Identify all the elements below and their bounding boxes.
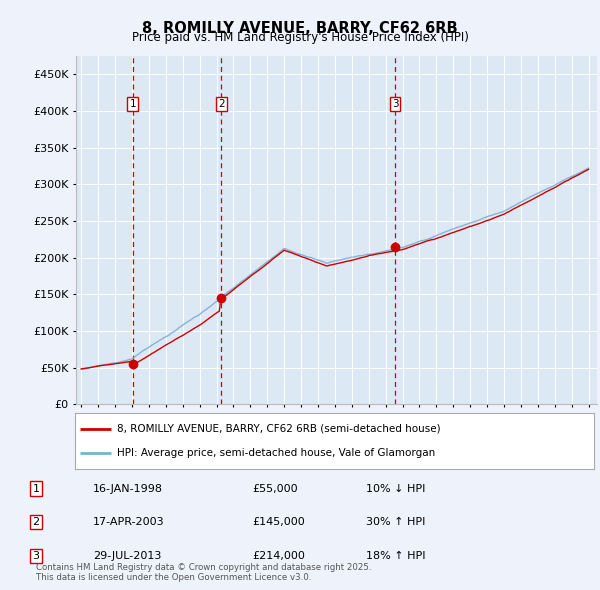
Text: 10% ↓ HPI: 10% ↓ HPI [366,484,425,493]
Text: 3: 3 [32,551,40,560]
Text: 3: 3 [392,99,398,109]
Text: HPI: Average price, semi-detached house, Vale of Glamorgan: HPI: Average price, semi-detached house,… [116,448,435,458]
Text: 2: 2 [218,99,225,109]
Text: 8, ROMILLY AVENUE, BARRY, CF62 6RB (semi-detached house): 8, ROMILLY AVENUE, BARRY, CF62 6RB (semi… [116,424,440,434]
Text: 29-JUL-2013: 29-JUL-2013 [93,551,161,560]
Text: 1: 1 [32,484,40,493]
Text: 8, ROMILLY AVENUE, BARRY, CF62 6RB: 8, ROMILLY AVENUE, BARRY, CF62 6RB [142,21,458,35]
Text: Contains HM Land Registry data © Crown copyright and database right 2025.
This d: Contains HM Land Registry data © Crown c… [36,563,371,582]
Text: Price paid vs. HM Land Registry's House Price Index (HPI): Price paid vs. HM Land Registry's House … [131,31,469,44]
Text: 1: 1 [130,99,136,109]
Text: £55,000: £55,000 [252,484,298,493]
Text: 16-JAN-1998: 16-JAN-1998 [93,484,163,493]
Text: 2: 2 [32,517,40,527]
Text: £214,000: £214,000 [252,551,305,560]
Text: 30% ↑ HPI: 30% ↑ HPI [366,517,425,527]
Text: £145,000: £145,000 [252,517,305,527]
Text: 18% ↑ HPI: 18% ↑ HPI [366,551,425,560]
Text: 17-APR-2003: 17-APR-2003 [93,517,164,527]
